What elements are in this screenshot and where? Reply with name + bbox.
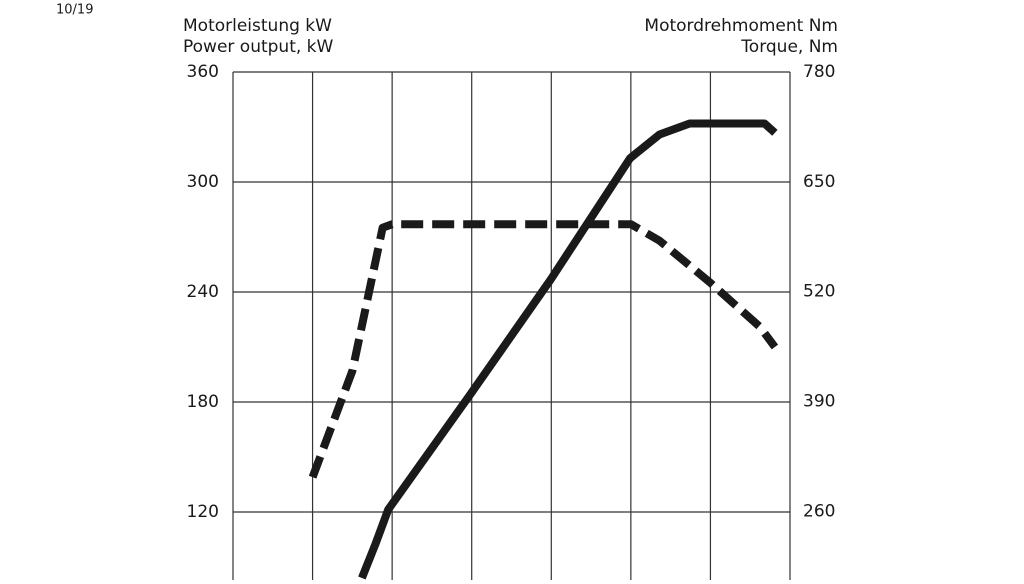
- power-line: [308, 220, 779, 479]
- y-tick-label: 240: [187, 282, 219, 302]
- y-tick-label: 120: [187, 502, 219, 522]
- y-axis-title: Motorleistung kW: [183, 16, 332, 36]
- grid: 120 180 240 300 360 260 390 520 650 780: [187, 62, 835, 580]
- y2-tick-label: 780: [803, 62, 835, 82]
- y2-tick-label: 390: [803, 391, 835, 411]
- y-tick-label: 180: [187, 392, 219, 412]
- y2-tick-label: 260: [803, 501, 835, 521]
- plot-lines: [308, 119, 779, 580]
- y2-tick-label: 520: [803, 282, 835, 302]
- y2-axis-title: Torque, Nm: [740, 37, 838, 57]
- y-tick-label: 300: [187, 172, 219, 192]
- y-axis-title: Power output, kW: [183, 37, 334, 57]
- page-label: 10/19: [56, 3, 93, 18]
- y-tick-label: 360: [187, 62, 219, 82]
- y2-axis-title: Motordrehmoment Nm: [644, 16, 838, 36]
- torque-line: [358, 119, 778, 580]
- y2-tick-label: 650: [803, 172, 835, 192]
